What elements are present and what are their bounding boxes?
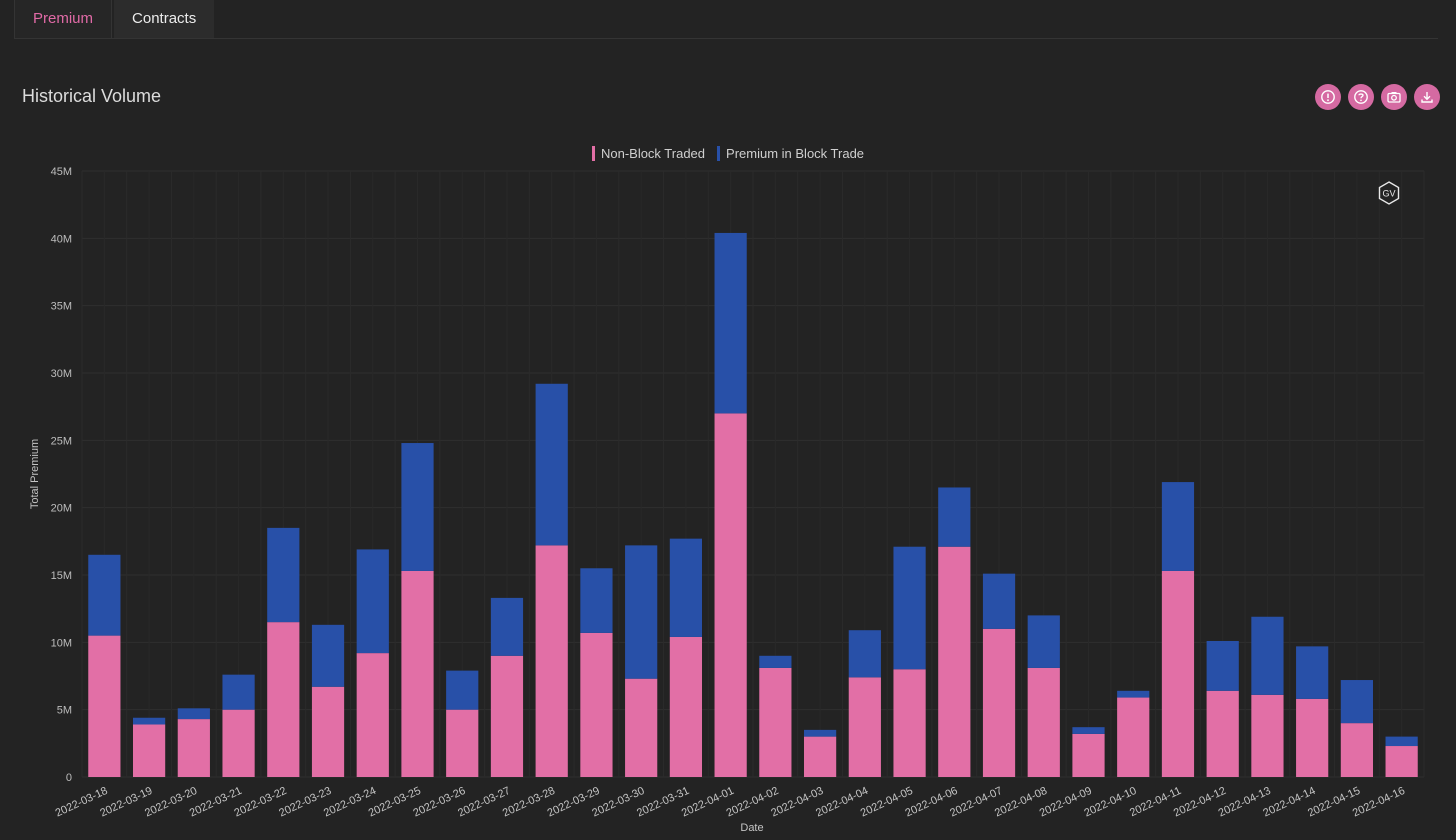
bar-block-trade	[311, 624, 345, 687]
y-tick-label: 0	[66, 772, 72, 784]
svg-text:GV: GV	[1382, 189, 1395, 199]
chart-legend: Non-Block Traded Premium in Block Trade	[0, 146, 1456, 161]
screenshot-button[interactable]	[1381, 84, 1407, 110]
bar-block-trade	[1072, 727, 1105, 734]
bar-non-block	[1072, 733, 1105, 777]
y-tick-label: 20M	[51, 503, 72, 515]
bar-block-trade	[669, 538, 703, 637]
bar-block-trade	[803, 729, 837, 737]
bar-block-trade	[848, 630, 881, 678]
bar-non-block	[982, 628, 1016, 777]
bar-non-block	[132, 724, 166, 777]
bar-block-trade	[1117, 690, 1150, 698]
bar-non-block	[669, 636, 703, 777]
bar-non-block	[401, 570, 434, 777]
bar-block-trade	[132, 717, 166, 725]
bar-non-block	[893, 669, 926, 777]
bar-non-block	[1340, 723, 1374, 777]
bar-block-trade	[625, 545, 658, 679]
tab-contracts[interactable]: Contracts	[114, 0, 215, 38]
legend-swatch-non-block	[591, 146, 595, 161]
y-tick-label: 45M	[51, 166, 72, 178]
bar-non-block	[580, 632, 613, 777]
bar-block-trade	[1027, 615, 1060, 668]
bar-non-block	[1161, 570, 1195, 777]
y-axis-title: Total Premium	[29, 439, 41, 509]
bar-block-trade	[401, 443, 434, 571]
tab-bar: Premium Contracts	[14, 0, 1438, 39]
bar-block-trade	[356, 549, 389, 654]
bar-non-block	[356, 653, 389, 777]
bar-non-block	[625, 678, 658, 777]
bar-block-trade	[1385, 736, 1418, 747]
chart-toolbar	[1315, 84, 1440, 110]
bar-non-block	[803, 736, 837, 777]
alert-icon	[1321, 90, 1335, 104]
bar-non-block	[848, 677, 881, 777]
panel-title: Historical Volume	[22, 86, 162, 106]
download-icon	[1421, 92, 1433, 103]
bar-non-block	[311, 686, 345, 777]
bar-non-block	[446, 709, 479, 777]
legend-label-block: Premium in Block Trade	[726, 146, 865, 161]
y-tick-label: 15M	[51, 570, 72, 582]
bar-non-block	[1117, 697, 1150, 777]
bar-non-block	[1251, 694, 1284, 777]
bar-block-trade	[938, 487, 971, 547]
bar-block-trade	[1340, 680, 1374, 724]
bar-block-trade	[535, 383, 568, 546]
y-tick-label: 30M	[51, 368, 72, 380]
bar-block-trade	[580, 568, 613, 633]
bar-block-trade	[446, 670, 479, 710]
bar-block-trade	[893, 546, 926, 670]
bar-non-block	[938, 546, 971, 777]
legend-item-block[interactable]: Premium in Block Trade	[717, 146, 864, 161]
bar-non-block	[88, 635, 121, 777]
bar-non-block	[1385, 746, 1418, 777]
help-button[interactable]	[1348, 84, 1374, 110]
bar-block-trade	[1251, 616, 1284, 695]
bar-non-block	[1206, 690, 1239, 777]
legend-swatch-block	[717, 146, 721, 161]
bar-block-trade	[714, 232, 747, 414]
alert-button[interactable]	[1315, 84, 1341, 110]
y-tick-label: 25M	[51, 435, 72, 447]
bar-block-trade	[1161, 482, 1195, 571]
bar-block-trade	[490, 597, 524, 656]
bar-block-trade	[267, 527, 300, 623]
y-tick-label: 35M	[51, 301, 72, 313]
bar-block-trade	[222, 674, 255, 710]
legend-item-non-block[interactable]: Non-Block Traded	[591, 146, 706, 161]
bar-block-trade	[759, 655, 792, 668]
bar-non-block	[714, 413, 747, 777]
camera-icon	[1387, 92, 1401, 103]
bar-non-block	[490, 655, 524, 777]
legend-label-non-block: Non-Block Traded	[600, 146, 706, 161]
download-button[interactable]	[1414, 84, 1440, 110]
bar-non-block	[267, 622, 300, 777]
y-tick-label: 5M	[57, 705, 72, 717]
help-icon	[1354, 90, 1368, 104]
x-axis-title: Date	[740, 822, 763, 834]
bar-non-block	[759, 667, 792, 777]
bar-non-block	[535, 545, 568, 777]
bar-block-trade	[982, 573, 1016, 629]
bar-block-trade	[1206, 640, 1239, 691]
bar-non-block	[177, 719, 210, 777]
y-tick-label: 40M	[51, 233, 72, 245]
y-tick-label: 10M	[51, 637, 72, 649]
bar-non-block	[1296, 698, 1329, 777]
bar-block-trade	[177, 708, 210, 720]
bar-non-block	[1027, 667, 1060, 777]
gv-watermark-logo: GV	[1378, 181, 1400, 205]
bar-block-trade	[1296, 646, 1329, 699]
bar-non-block	[222, 709, 255, 777]
bar-block-trade	[88, 554, 121, 636]
tab-premium[interactable]: Premium	[14, 0, 113, 38]
